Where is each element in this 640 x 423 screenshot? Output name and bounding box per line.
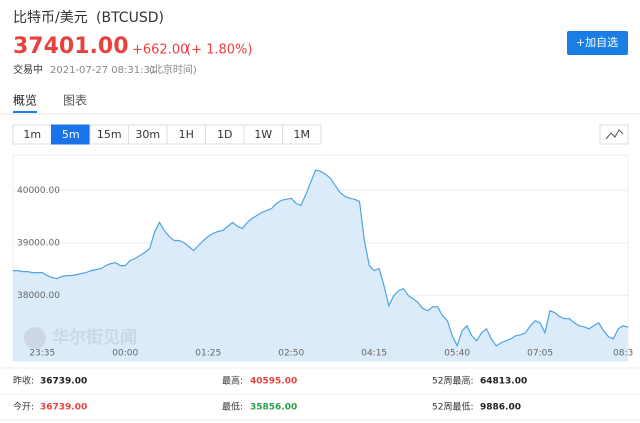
- interval-button[interactable]: [282, 124, 322, 145]
- y-tick-label: 38000.00: [17, 291, 60, 301]
- tab[interactable]: 概览: [13, 93, 37, 108]
- watch-button-label[interactable]: +加自选: [576, 36, 618, 49]
- y-tick-label: 39000.00: [17, 238, 60, 248]
- change: +662.00: [132, 43, 188, 58]
- x-tick-label: 04:15: [361, 349, 387, 359]
- chart-type-button[interactable]: [599, 124, 629, 145]
- asset-symbol: (BTCUSD): [96, 10, 164, 26]
- area: [13, 170, 628, 361]
- x-tick-label: 23:35: [29, 349, 55, 359]
- asset-name: 比特币/美元: [13, 10, 88, 26]
- y-tick-label: 40000.00: [17, 186, 60, 196]
- interval-label[interactable]: 15m: [97, 128, 122, 141]
- interval-label[interactable]: 5m: [62, 128, 80, 141]
- price: 37401.00: [13, 34, 129, 59]
- stat-value: 35856.00: [250, 403, 297, 413]
- watermark: 华尔街见闻: [52, 327, 137, 348]
- interval-label[interactable]: 1M: [294, 128, 311, 141]
- change-pct: (+ 1.80%): [186, 43, 252, 58]
- stat-label: 52周最低:: [432, 401, 474, 413]
- interval-label[interactable]: 1m: [23, 128, 41, 141]
- line: [13, 169, 629, 348]
- timezone: (北京时间): [149, 63, 197, 76]
- tab-underline: [13, 111, 37, 113]
- stat-label: 最低:: [222, 401, 243, 413]
- stat-value: 9886.00: [480, 403, 521, 413]
- time: 2021-07-27 08:31:31: [50, 65, 156, 76]
- interval-label[interactable]: 1H: [179, 128, 194, 141]
- x-tick-label: 07:05: [527, 349, 553, 359]
- stat-value: 36739.00: [40, 377, 87, 387]
- watch-button[interactable]: [567, 31, 628, 55]
- x-tick-label: 08:3: [613, 349, 633, 359]
- x-tick-label: 00:00: [112, 349, 138, 359]
- interval-label[interactable]: 30m: [135, 128, 160, 141]
- stat-value: 64813.00: [480, 377, 527, 387]
- stat-value: 36739.00: [40, 403, 87, 413]
- x-tick-label: 05:40: [444, 349, 470, 359]
- interval-label[interactable]: 1D: [217, 128, 232, 141]
- stat-label: 昨收:: [13, 375, 34, 387]
- stat-label: 今开:: [13, 401, 34, 413]
- stat-value: 40595.00: [250, 377, 297, 387]
- x-tick-label: 02:50: [278, 349, 304, 359]
- status: 交易中: [13, 63, 43, 76]
- tab[interactable]: 图表: [63, 94, 87, 108]
- x-tick-label: 01:25: [195, 349, 221, 359]
- stat-label: 最高:: [222, 375, 243, 387]
- chart-type-icon: [605, 129, 624, 140]
- watermark-logo: [24, 327, 46, 349]
- stat-label: 52周最高:: [432, 375, 474, 387]
- interval-label[interactable]: 1W: [254, 128, 272, 141]
